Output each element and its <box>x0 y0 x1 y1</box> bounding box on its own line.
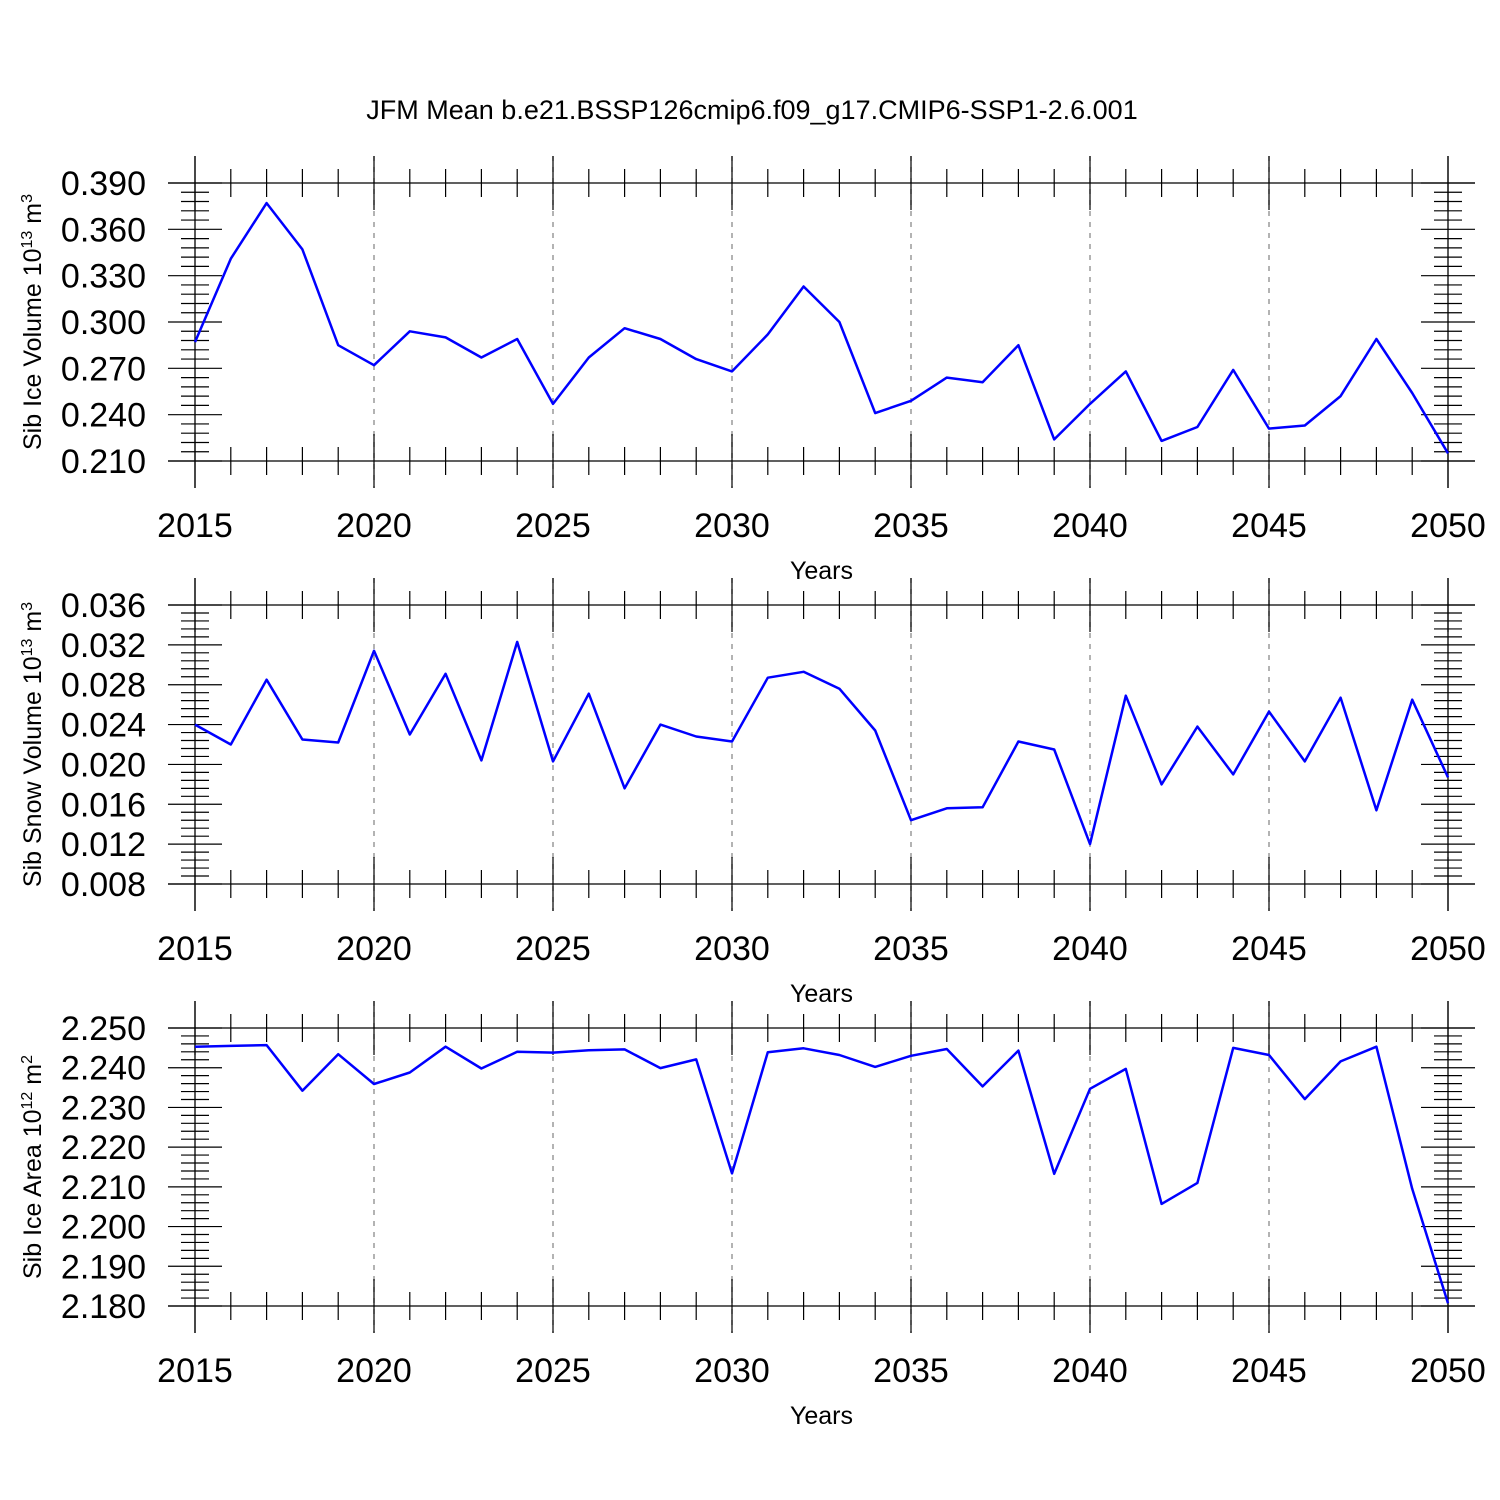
y-tick-label: 0.390 <box>61 165 146 203</box>
x-tick-label: 2025 <box>515 507 591 545</box>
x-tick-label: 2015 <box>157 930 233 968</box>
x-axis-title: Years <box>790 557 853 585</box>
x-tick-label: 2040 <box>1052 1352 1128 1390</box>
y-tick-label: 0.024 <box>61 707 146 745</box>
x-tick-label: 2040 <box>1052 930 1128 968</box>
y-tick-label: 0.270 <box>61 350 146 388</box>
y-tick-label: 0.012 <box>61 826 146 864</box>
x-tick-label: 2030 <box>694 930 770 968</box>
x-tick-label: 2025 <box>515 930 591 968</box>
x-tick-label: 2015 <box>157 1352 233 1390</box>
y-tick-label: 2.210 <box>61 1169 146 1207</box>
chart-panel-3: 2.1802.1902.2002.2102.2202.2302.2402.250… <box>19 1001 1486 1430</box>
x-tick-label: 2030 <box>694 1352 770 1390</box>
y-tick-label: 0.028 <box>61 667 146 705</box>
x-tick-label: 2050 <box>1410 1352 1486 1390</box>
y-tick-label: 0.016 <box>61 786 146 824</box>
x-tick-label: 2045 <box>1231 1352 1307 1390</box>
y-tick-label: 2.200 <box>61 1209 146 1247</box>
x-tick-label: 2020 <box>336 930 412 968</box>
x-tick-label: 2015 <box>157 507 233 545</box>
y-tick-label: 2.250 <box>61 1010 146 1048</box>
y-tick-label: 0.360 <box>61 211 146 249</box>
y-tick-label: 0.020 <box>61 746 146 784</box>
y-tick-label: 2.220 <box>61 1129 146 1167</box>
chart-panel-1: 0.210 0.240 0.270 0.300 0.330 0.360 0.390 2015 2… <box>19 156 1486 585</box>
y-tick-label: 0.032 <box>61 627 146 665</box>
y-axis-title: Sib Snow Volume 1013 m3 <box>19 602 47 887</box>
y-tick-label: 0.210 <box>61 443 146 481</box>
y-tick-label: 0.036 <box>61 587 146 625</box>
x-tick-label: 2045 <box>1231 930 1307 968</box>
x-tick-label: 2045 <box>1231 507 1307 545</box>
series-line <box>193 201 1450 454</box>
y-axis-title: Sib Ice Volume 1013 m3 <box>19 194 47 450</box>
x-tick-label: 2035 <box>873 930 949 968</box>
x-tick-label: 2050 <box>1410 930 1486 968</box>
x-tick-label: 2050 <box>1410 507 1486 545</box>
y-tick-label: 0.300 <box>61 304 146 342</box>
y-tick-label: 2.190 <box>61 1248 146 1286</box>
x-tick-label: 2020 <box>336 1352 412 1390</box>
y-tick-label: 0.330 <box>61 258 146 296</box>
y-tick-label: 2.230 <box>61 1089 146 1127</box>
y-axis-title: Sib Ice Area 1012 m2 <box>19 1055 47 1279</box>
x-tick-label: 2020 <box>336 507 412 545</box>
x-tick-label: 2030 <box>694 507 770 545</box>
x-tick-label: 2025 <box>515 1352 591 1390</box>
y-tick-label: 0.008 <box>61 866 146 904</box>
series-line <box>194 1043 1450 1304</box>
chart-panel-2: 0.0080.0120.0160.0200.0240.0280.0320.036… <box>19 578 1486 1008</box>
x-tick-label: 2035 <box>873 507 949 545</box>
y-tick-label: 2.180 <box>61 1288 146 1326</box>
x-tick-label: 2040 <box>1052 507 1128 545</box>
y-tick-label: 2.240 <box>61 1050 146 1088</box>
x-axis-title: Years <box>790 980 853 1008</box>
x-tick-label: 2035 <box>873 1352 949 1390</box>
series-line <box>194 640 1450 846</box>
y-tick-label: 0.240 <box>61 397 146 435</box>
x-axis-title: Years <box>790 1402 853 1430</box>
figure-title: JFM Mean b.e21.BSSP126cmip6.f09_g17.CMIP… <box>366 95 1137 125</box>
